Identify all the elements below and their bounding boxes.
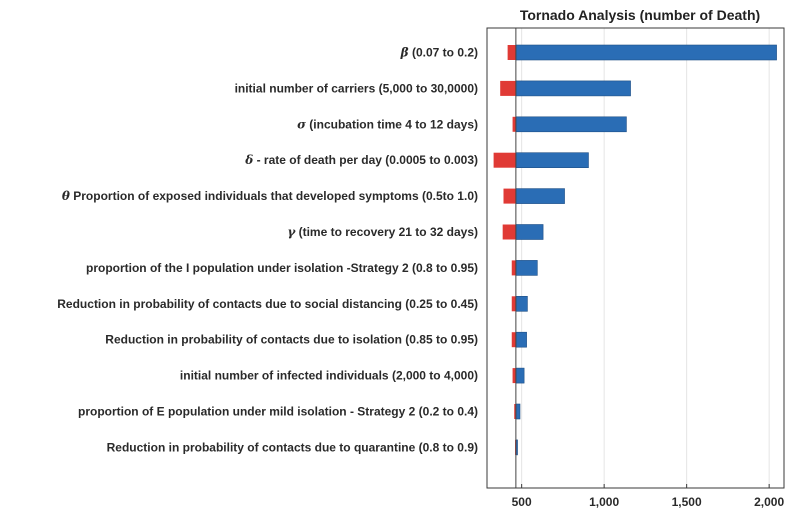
x-tick-label: 1,000	[589, 495, 619, 509]
category-labels: β (0.07 to 0.2) initial number of carrier…	[57, 46, 478, 455]
bar-high	[515, 367, 525, 384]
bar-high	[515, 260, 538, 276]
x-tick-label: 1,500	[672, 495, 702, 509]
category-label: Reduction in probability of contacts due…	[105, 333, 478, 347]
bar-high	[515, 44, 777, 61]
x-tick-label: 500	[512, 495, 532, 509]
bar-low	[511, 296, 516, 312]
bar-low	[503, 188, 516, 204]
category-label: σ (incubation time 4 to 12 days)	[297, 117, 478, 131]
bar-low	[514, 404, 516, 419]
bar-high	[515, 403, 521, 420]
bar-high	[515, 152, 589, 168]
bar-high	[515, 295, 528, 312]
category-label: Reduction in probability of contacts due…	[57, 297, 478, 311]
bar-low	[493, 152, 516, 168]
category-label: Reduction in probability of contacts due…	[107, 440, 478, 454]
bar-low	[502, 224, 516, 240]
bar-low	[507, 45, 516, 60]
bar-low	[500, 80, 516, 96]
category-label: proportion of the I population under iso…	[86, 261, 478, 275]
bar-low	[512, 116, 516, 132]
bar-high	[515, 80, 631, 97]
bar-high	[515, 188, 565, 204]
bar-low	[511, 260, 516, 276]
grid-lines	[521, 28, 770, 488]
category-label: γ (time to recovery 21 to 32 days)	[287, 225, 478, 239]
bar-low	[512, 368, 516, 384]
x-axis-ticks: 500 1,000 1,500 2,000	[512, 484, 784, 509]
category-label: initial number of infected individuals (…	[180, 369, 478, 383]
category-label: δ - rate of death per day (0.0005 to 0.0…	[244, 153, 478, 167]
bar-high	[515, 224, 544, 240]
category-label: initial number of carriers (5,000 to 30,…	[235, 81, 478, 95]
bar-low	[511, 332, 516, 348]
category-label: θ Proportion of exposed individuals that…	[62, 189, 478, 203]
bar-high	[515, 116, 627, 133]
chart-title: Tornado Analysis (number of Death)	[520, 7, 760, 23]
x-tick-label: 2,000	[754, 495, 784, 509]
plot-frame	[486, 27, 785, 489]
bars	[493, 44, 777, 456]
category-label: β (0.07 to 0.2)	[400, 46, 478, 60]
category-label: proportion of E population under mild is…	[78, 405, 478, 419]
bar-high	[515, 331, 527, 348]
